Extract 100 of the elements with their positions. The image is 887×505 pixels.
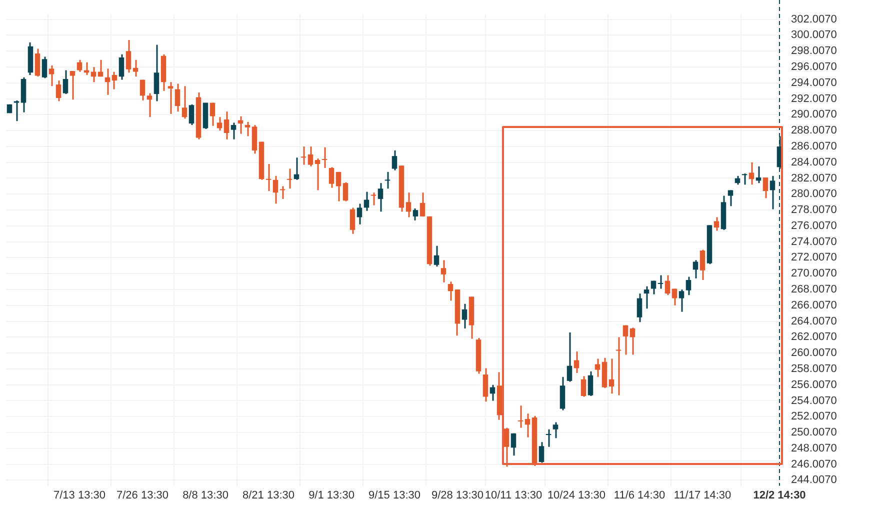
x-tick-label: 7/13 13:30 bbox=[54, 489, 106, 502]
candlestick bbox=[168, 81, 174, 115]
candlestick bbox=[728, 189, 734, 207]
candlestick bbox=[406, 192, 412, 218]
candlestick bbox=[224, 110, 230, 140]
y-tick-label: 294.0070 bbox=[791, 76, 837, 89]
candlestick bbox=[560, 376, 566, 412]
candlestick bbox=[412, 208, 418, 222]
candlestick bbox=[132, 59, 138, 78]
y-tick-label: 284.0070 bbox=[791, 156, 837, 168]
y-tick-label: 290.0070 bbox=[791, 108, 837, 121]
candlestick bbox=[48, 64, 54, 87]
candlestick bbox=[392, 150, 398, 172]
candlestick bbox=[420, 192, 426, 218]
candlestick bbox=[594, 358, 600, 378]
y-tick-label: 298.0070 bbox=[791, 45, 837, 58]
candlestick bbox=[364, 191, 370, 212]
x-tick-label: 9/1 13:30 bbox=[308, 489, 354, 502]
candlestick bbox=[510, 432, 516, 456]
y-tick-label: 244.0070 bbox=[791, 474, 837, 486]
candlestick bbox=[350, 206, 356, 235]
candlestick bbox=[14, 100, 20, 122]
candlestick bbox=[238, 116, 244, 135]
candlestick bbox=[252, 124, 258, 154]
x-tick-label: 8/21 13:30 bbox=[242, 489, 294, 502]
candlestick bbox=[56, 80, 62, 102]
candlestick bbox=[552, 421, 558, 439]
candlestick bbox=[742, 172, 748, 186]
candlestick bbox=[650, 280, 656, 296]
y-tick-label: 268.0070 bbox=[791, 284, 837, 296]
candlestick bbox=[98, 59, 104, 78]
y-tick-label: 258.0070 bbox=[791, 362, 837, 375]
candlestick bbox=[90, 66, 96, 83]
candlestick bbox=[714, 216, 720, 232]
candlestick bbox=[294, 156, 300, 181]
candlestick bbox=[608, 358, 614, 394]
candlestick bbox=[756, 166, 762, 184]
candlestick bbox=[118, 54, 124, 81]
candlestick bbox=[490, 384, 496, 402]
candlestick bbox=[700, 249, 706, 281]
candlestick bbox=[230, 122, 236, 140]
candlestick bbox=[174, 82, 180, 112]
candlestick bbox=[692, 259, 698, 280]
candlestick bbox=[104, 68, 110, 96]
candlestick bbox=[748, 162, 754, 186]
candlestick bbox=[370, 192, 376, 206]
candlestick bbox=[20, 76, 26, 114]
y-tick-label: 256.0070 bbox=[791, 378, 837, 391]
candlestick bbox=[622, 324, 628, 356]
candlestick bbox=[644, 286, 650, 310]
candlestick bbox=[580, 375, 586, 398]
candlestick bbox=[658, 274, 664, 290]
candlestick bbox=[140, 79, 146, 102]
y-tick-label: 252.0070 bbox=[791, 410, 837, 423]
candlestick bbox=[518, 404, 524, 429]
candlestick bbox=[636, 292, 642, 323]
x-tick-label: 11/6 14:30 bbox=[614, 489, 666, 502]
y-tick-label: 264.0070 bbox=[791, 315, 837, 328]
candlestick bbox=[308, 146, 314, 168]
candlestick bbox=[538, 441, 544, 464]
candlestick bbox=[630, 326, 636, 356]
candlestick bbox=[672, 288, 678, 306]
y-tick-label: 274.0070 bbox=[791, 236, 837, 248]
candlestick bbox=[272, 175, 278, 204]
candlestick bbox=[686, 276, 692, 296]
candlestick bbox=[322, 146, 328, 169]
candlestick bbox=[588, 370, 594, 397]
candlestick bbox=[448, 280, 454, 302]
x-tick-label: 10/11 13:30 bbox=[484, 489, 542, 502]
y-tick-label: 278.0070 bbox=[791, 204, 837, 216]
y-tick-label: 254.0070 bbox=[791, 394, 837, 407]
y-tick-label: 288.0070 bbox=[791, 124, 837, 137]
y-tick-label: 280.0070 bbox=[791, 188, 837, 200]
candlestick bbox=[266, 163, 272, 192]
candlestick bbox=[524, 412, 530, 438]
x-tick-label: 11/17 14:30 bbox=[674, 489, 732, 502]
candlestick bbox=[188, 104, 194, 126]
candlestick bbox=[434, 245, 440, 268]
candlestick bbox=[328, 166, 334, 189]
candlestick bbox=[574, 350, 580, 374]
candlestick bbox=[664, 274, 670, 296]
y-tick-label: 270.0070 bbox=[791, 268, 837, 280]
candlestick bbox=[62, 69, 68, 95]
y-tick-label: 246.0070 bbox=[791, 458, 837, 470]
y-tick-label: 248.0070 bbox=[791, 442, 837, 454]
y-tick-label: 250.0070 bbox=[791, 426, 837, 439]
candlestick bbox=[462, 303, 468, 330]
candlestick bbox=[126, 39, 132, 74]
candlestick bbox=[154, 44, 160, 102]
candlestick bbox=[216, 116, 222, 132]
y-tick-label: 272.0070 bbox=[791, 252, 837, 264]
candlestick bbox=[34, 48, 40, 78]
y-tick-label: 300.0070 bbox=[791, 29, 837, 42]
x-tick-label: 9/28 13:30 bbox=[432, 489, 484, 502]
candlestick bbox=[210, 102, 216, 127]
candlestick bbox=[76, 59, 82, 73]
y-tick-label: 266.0070 bbox=[791, 299, 837, 312]
y-tick-label: 276.0070 bbox=[791, 220, 837, 232]
candlestick bbox=[440, 259, 446, 284]
candlestick bbox=[378, 182, 384, 212]
